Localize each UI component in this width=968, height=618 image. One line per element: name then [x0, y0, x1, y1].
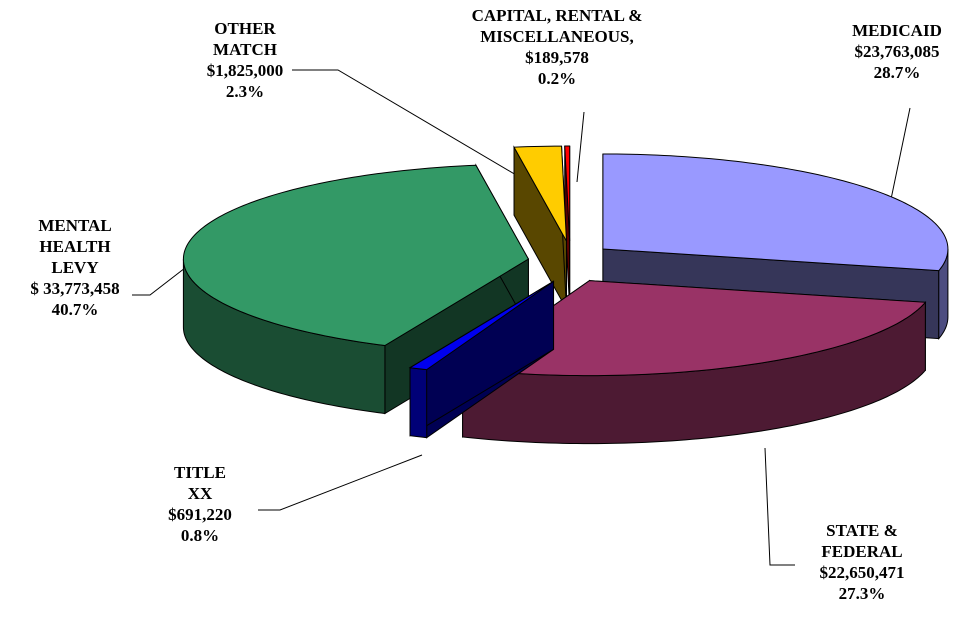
slice — [602, 153, 949, 272]
slice-value: $22,650,471 — [819, 563, 905, 582]
slice-label: MENTAL HEALTH LEVY $ 33,773,458 40.7% — [30, 215, 119, 320]
slice-name: CAPITAL, RENTAL & MISCELLANEOUS, — [471, 6, 643, 46]
slice — [182, 164, 530, 347]
leader-line — [292, 69, 529, 183]
slice-side — [409, 367, 428, 439]
slice-name: MENTAL HEALTH LEVY — [38, 216, 112, 277]
slice — [408, 280, 554, 371]
slice-label: CAPITAL, RENTAL & MISCELLANEOUS, $189,578… — [452, 5, 662, 89]
slices — [182, 145, 949, 445]
slice-percent: 2.3% — [225, 82, 265, 101]
slice — [461, 280, 927, 377]
slice-label: MEDICAID $23,763,085 28.7% — [822, 20, 968, 83]
slice-value: $23,763,085 — [854, 42, 940, 61]
slice — [564, 145, 571, 242]
slice-value: $189,578 — [525, 48, 589, 67]
leader-line — [764, 447, 795, 566]
slice-name: OTHER MATCH — [213, 19, 277, 59]
slice-value: $1,825,000 — [206, 61, 284, 80]
slice-label: STATE & FEDERAL $22,650,471 27.3% — [812, 520, 912, 604]
slice-name: MEDICAID — [852, 21, 942, 40]
slice-name: TITLE XX — [174, 463, 226, 503]
slice-percent: 27.3% — [838, 584, 886, 603]
leader-line — [576, 111, 585, 183]
slice-percent: 28.7% — [873, 63, 921, 82]
leader-line — [258, 454, 423, 511]
slice-name: STATE & FEDERAL — [821, 521, 903, 561]
slice-percent: 0.8% — [180, 526, 220, 545]
leader-line — [132, 267, 186, 296]
slice-value: $691,220 — [168, 505, 232, 524]
slice-label: TITLE XX $691,220 0.8% — [168, 462, 232, 546]
slice-percent: 40.7% — [51, 300, 99, 319]
slice-value: $ 33,773,458 — [30, 279, 120, 298]
slice-label: OTHER MATCH $1,825,000 2.3% — [195, 18, 295, 102]
slice-percent: 0.2% — [537, 69, 577, 88]
leader-lines — [132, 69, 911, 566]
slice — [513, 145, 567, 242]
